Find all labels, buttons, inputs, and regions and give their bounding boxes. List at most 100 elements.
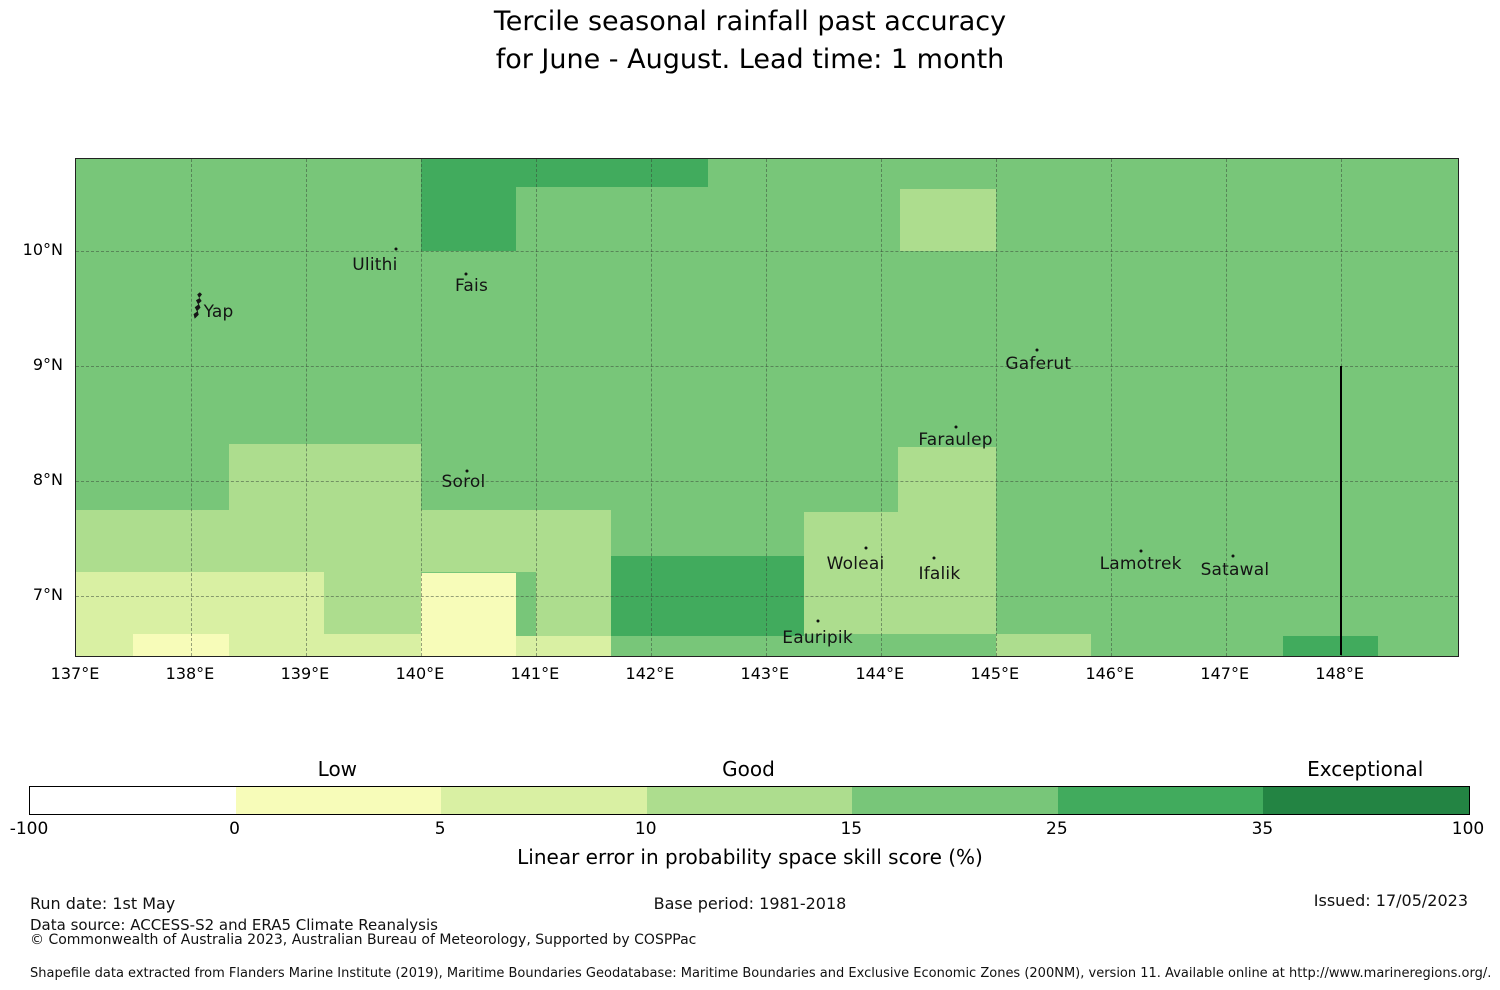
longitude-gridline: [535, 159, 537, 656]
colorbar-segment: [30, 787, 236, 814]
footer-run-date: Run date: 1st May: [30, 894, 176, 913]
x-tick-label: 145°E: [970, 664, 1020, 683]
island-label: Woleai: [826, 553, 885, 574]
heatmap-cell: [900, 188, 996, 252]
map-canvas: Yap Ulithi Fais Sorol Gaferut Faraulep Woleai I…: [75, 158, 1459, 657]
x-tick-label: 144°E: [855, 664, 905, 683]
x-tick-label: 142°E: [625, 664, 675, 683]
y-tick-label: 8°N: [32, 470, 63, 490]
island-label: Lamotrek: [1099, 553, 1182, 574]
island-dot: [465, 469, 469, 473]
colorbar-category-label: Good: [722, 757, 775, 781]
colorbar-tick-label: 5: [434, 819, 446, 839]
heatmap-cell: [516, 159, 709, 187]
latitude-gridline: [76, 596, 1458, 598]
heatmap-cell: [516, 636, 611, 656]
x-tick-label: 141°E: [510, 664, 560, 683]
colorbar-tick-label: 25: [1046, 819, 1068, 839]
colorbar-tick-label: 10: [634, 819, 657, 839]
x-tick-label: 143°E: [740, 664, 790, 683]
island-dot: [954, 425, 958, 429]
heatmap-cell: [76, 509, 229, 573]
latitude-gridline: [76, 481, 1458, 483]
heatmap-cell: [228, 444, 421, 572]
colorbar-tick-label: 100: [1451, 819, 1485, 839]
heatmap-cell: [803, 512, 996, 635]
island-dot: [394, 247, 398, 251]
footer-copyright: © Commonwealth of Australia 2023, Austra…: [30, 932, 697, 948]
longitude-gridline: [1110, 159, 1112, 656]
island-label: Sorol: [441, 472, 486, 493]
colorbar-segment: [235, 787, 442, 814]
heatmap-cell: [228, 572, 325, 656]
island-label: Faraulep: [918, 429, 993, 450]
footer-data-source: Data source: ACCESS-S2 and ERA5 Climate …: [30, 916, 438, 934]
island-label: Eauripik: [782, 627, 853, 648]
x-tick-label: 148°E: [1315, 664, 1365, 683]
colorbar-segment: [852, 787, 1058, 814]
colorbar-tick-label: -100: [9, 819, 49, 839]
title-line-2: for June - August. Lead time: 1 month: [495, 44, 1005, 75]
x-tick-label: 137°E: [50, 664, 100, 683]
latitude-gridline: [76, 251, 1458, 253]
x-tick-label: 138°E: [165, 664, 215, 683]
x-tick-label: 139°E: [280, 664, 330, 683]
colorbar-segment: [1263, 787, 1470, 814]
island-label: Fais: [454, 275, 489, 296]
island-dot: [464, 272, 468, 276]
island-dot: [1035, 348, 1039, 352]
heatmap-cell: [133, 634, 229, 656]
x-tick-label: 146°E: [1085, 664, 1135, 683]
island-dot: [932, 556, 936, 560]
island-dot: [864, 546, 868, 550]
heatmap-cell: [535, 509, 611, 637]
footer-issued-date: Issued: 17/05/2023: [1313, 891, 1468, 910]
island-label: Satawal: [1200, 559, 1270, 580]
colorbar-segment: [646, 787, 853, 814]
x-tick-label: 147°E: [1200, 664, 1250, 683]
heatmap-cell: [995, 634, 1092, 656]
island-label: Ifalik: [918, 564, 961, 585]
colorbar-tick-label: 35: [1251, 819, 1274, 839]
colorbar-tick-label: 0: [229, 819, 240, 839]
island-label: Ulithi: [352, 254, 398, 275]
colorbar: [29, 786, 1470, 815]
y-tick-label: 9°N: [32, 355, 63, 375]
heatmap-cell: [420, 509, 536, 573]
longitude-gridline: [305, 159, 307, 656]
colorbar-tick-label: 15: [840, 819, 863, 839]
heatmap-cell: [324, 634, 421, 656]
longitude-gridline: [420, 159, 422, 656]
footer-base-period: Base period: 1981-2018: [653, 894, 847, 913]
eez-boundary-line: [1339, 366, 1342, 655]
x-tick-label: 140°E: [395, 664, 445, 683]
colorbar-category-label: Low: [317, 757, 358, 781]
longitude-gridline: [190, 159, 192, 656]
title-line-1: Tercile seasonal rainfall past accuracy: [493, 6, 1007, 37]
footer-shapefile-note: Shapefile data extracted from Flanders M…: [30, 966, 1492, 981]
page-title: Tercile seasonal rainfall past accuracy …: [0, 3, 1500, 79]
heatmap-cell: [898, 446, 996, 513]
heatmap-cell: [1283, 636, 1378, 656]
y-tick-label: 7°N: [32, 585, 63, 605]
longitude-gridline: [765, 159, 767, 656]
island-dot: [1139, 549, 1143, 553]
heatmap-cell: [420, 573, 517, 656]
longitude-gridline: [1225, 159, 1227, 656]
colorbar-segment: [441, 787, 647, 814]
island-label: Yap: [203, 302, 234, 322]
island-dot: [1231, 554, 1235, 558]
longitude-gridline: [650, 159, 652, 656]
latitude-gridline: [76, 366, 1458, 368]
y-tick-label: 10°N: [22, 240, 63, 260]
longitude-gridline: [880, 159, 882, 656]
colorbar-axis-label: Linear error in probability space skill …: [517, 845, 983, 869]
heatmap-cell: [324, 572, 421, 635]
colorbar-segment: [1057, 787, 1264, 814]
heatmap-cell: [420, 159, 517, 252]
longitude-gridline: [995, 159, 997, 656]
colorbar-category-label: Exceptional: [1307, 757, 1424, 781]
island-label: Gaferut: [1005, 353, 1072, 374]
island-dot: [816, 619, 820, 623]
